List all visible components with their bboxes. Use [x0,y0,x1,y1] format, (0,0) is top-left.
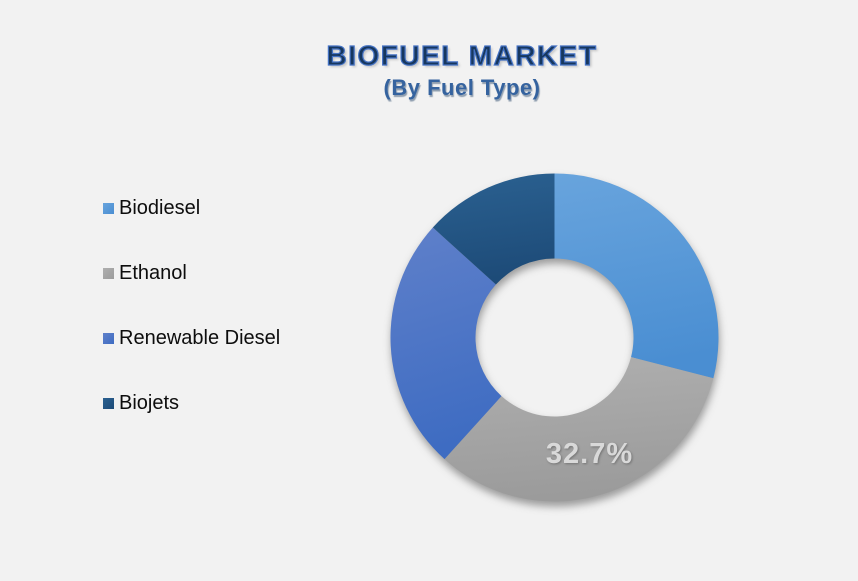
chart-title: BIOFUEL MARKET [326,39,598,71]
legend-item-biojets[interactable]: Biojets [103,392,280,415]
donut-chart: 32.7% [344,127,765,548]
donut-slice-renewable-diesel[interactable] [390,227,502,460]
legend-label: Ethanol [119,262,187,284]
legend-swatch-icon [103,268,114,279]
donut-slice-biojets[interactable] [432,173,555,285]
chart-header: BIOFUEL MARKET (By Fuel Type) [33,39,858,101]
legend-label: Renewable Diesel [119,327,281,349]
chart-subtitle: (By Fuel Type) [383,75,541,100]
legend-item-renewable-diesel[interactable]: Renewable Diesel [103,327,280,350]
donut-slice-biodiesel[interactable] [554,173,719,379]
legend-label: Biodiesel [119,197,201,219]
legend-swatch-icon [103,203,114,214]
legend-label: Biojets [119,392,180,414]
legend: Biodiesel Ethanol Renewable Diesel Biojets [103,197,280,457]
legend-swatch-icon [103,398,114,409]
data-label-ethanol: 32.7% [546,438,633,470]
legend-item-ethanol[interactable]: Ethanol [103,262,280,285]
legend-item-biodiesel[interactable]: Biodiesel [103,197,280,220]
legend-swatch-icon [103,333,114,344]
donut-slice-ethanol[interactable] [444,357,714,502]
